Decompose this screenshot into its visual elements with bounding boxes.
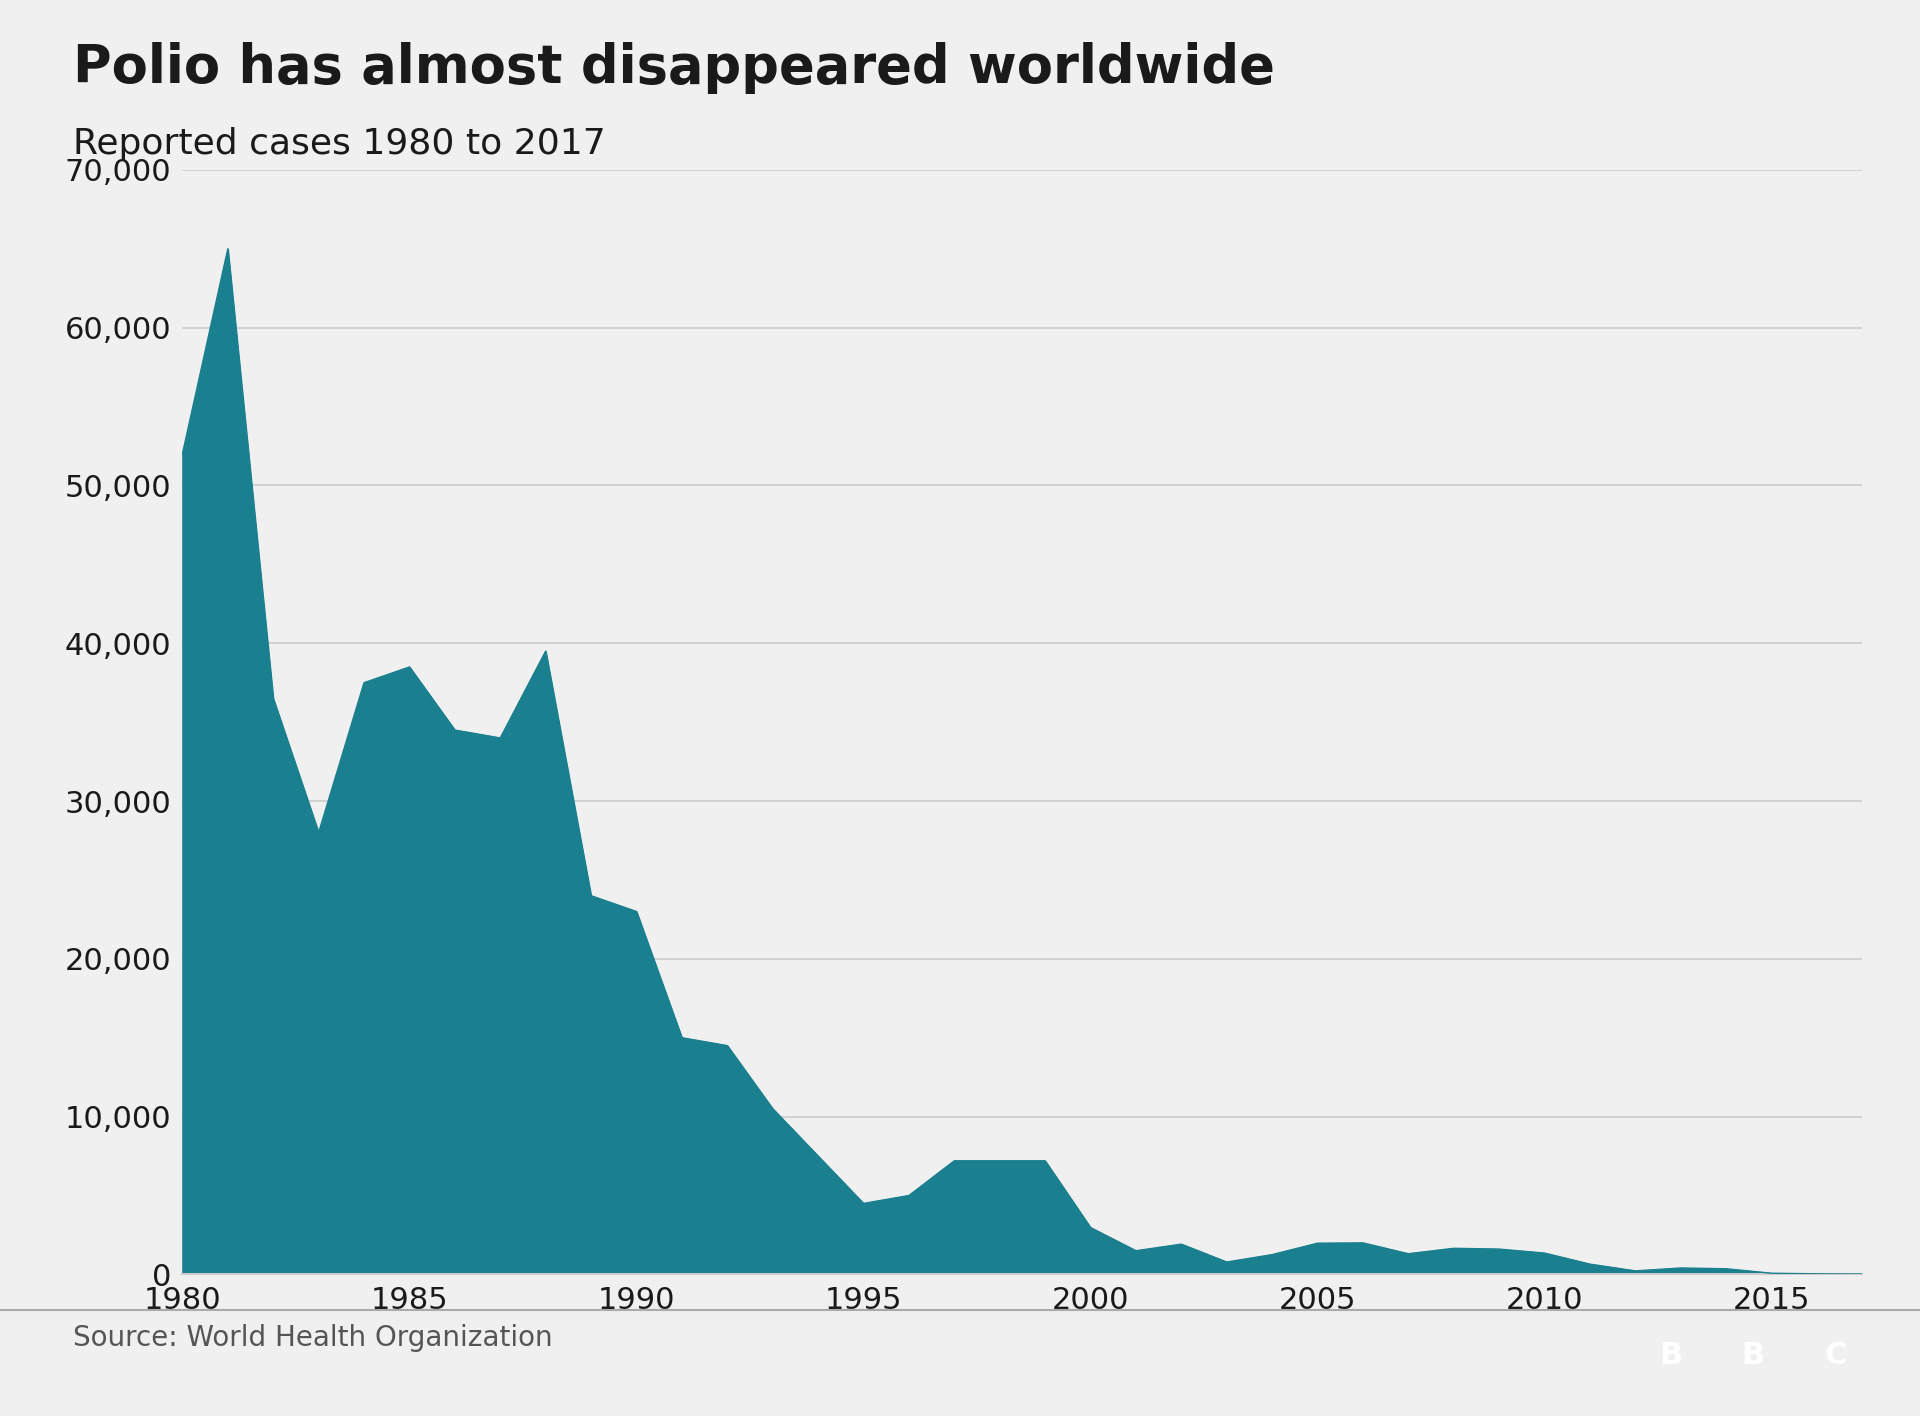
Text: Polio has almost disappeared worldwide: Polio has almost disappeared worldwide <box>73 42 1275 95</box>
Text: B: B <box>1659 1341 1682 1371</box>
Text: Source: World Health Organization: Source: World Health Organization <box>73 1324 553 1352</box>
Text: Reported cases 1980 to 2017: Reported cases 1980 to 2017 <box>73 127 605 161</box>
Text: C: C <box>1824 1341 1847 1371</box>
Text: B: B <box>1741 1341 1764 1371</box>
